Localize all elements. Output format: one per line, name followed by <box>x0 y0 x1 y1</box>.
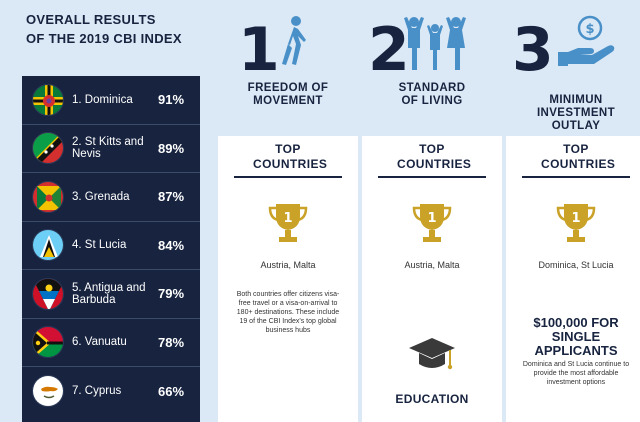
card-title: TOP COUNTRIES <box>541 142 616 171</box>
country-score: 66% <box>158 383 185 399</box>
pillar-number: 3 <box>512 15 554 85</box>
pillar-number: 2 <box>368 15 410 85</box>
svg-text:1: 1 <box>571 211 580 226</box>
pillar-minimum-investment: 3 $ MINIMUN INVESTMENT OUTLAY TOP COUNTR… <box>506 0 640 422</box>
country-score: 89% <box>158 140 185 156</box>
top-countries-text: Dominica, St Lucia <box>538 260 614 270</box>
top-countries-text: Austria, Malta <box>404 260 460 270</box>
description-text: Dominica and St Lucia continue to provid… <box>522 361 630 386</box>
pillar-heading: STANDARD OF LIVING <box>398 82 466 107</box>
card-title: TOP COUNTRIES <box>397 142 472 171</box>
antigua-flag-icon <box>32 277 64 310</box>
walking-person-icon <box>274 14 314 75</box>
pillar-freedom-of-movement: 1 FREEDOM OF MOVEMENT TOP COUNTRIES 1 Au… <box>218 0 358 422</box>
money-hand-icon: $ <box>556 14 616 75</box>
svg-text:1: 1 <box>427 211 436 226</box>
country-name: 1. Dominica <box>72 93 133 106</box>
graduation-cap-icon <box>409 336 455 381</box>
country-name: 5. Antigua and Barbuda <box>72 281 146 306</box>
country-score: 78% <box>158 334 185 350</box>
pillar-heading: FREEDOM OF MOVEMENT <box>247 82 329 107</box>
country-name: 2. St Kitts and Nevis <box>72 136 144 161</box>
divider <box>522 176 630 178</box>
country-name: 6. Vanuatu <box>72 336 127 349</box>
country-name: 3. Grenada <box>72 190 130 203</box>
description-text: Both countries offer citizens visa-free … <box>236 291 340 334</box>
country-score: 87% <box>158 189 185 205</box>
ranking-row: 6. Vanuatu 78% <box>22 319 200 367</box>
pillar-standard-of-living: 2 STANDARD OF LIVING TOP COUNTRIES 1 Aus… <box>362 0 502 422</box>
country-score: 91% <box>158 92 185 108</box>
st-kitts-flag-icon <box>32 132 64 165</box>
country-name: 4. St Lucia <box>72 239 127 252</box>
country-score: 84% <box>158 237 185 253</box>
cyprus-flag-icon <box>32 375 64 408</box>
pillar-heading: MINIMUN INVESTMENT OUTLAY <box>536 94 616 132</box>
svg-text:$: $ <box>585 22 594 37</box>
ranking-row: 4. St Lucia 84% <box>22 222 200 270</box>
ranking-row: 2. St Kitts and Nevis 89% <box>22 125 200 173</box>
ranking-row: 7. Cyprus 66% <box>22 367 200 416</box>
top-countries-card: TOP COUNTRIES 1 Austria, Malta EDUCATION <box>362 136 502 422</box>
top-countries-card: TOP COUNTRIES 1 Dominica, St Lucia $100,… <box>506 136 640 422</box>
country-name: 7. Cyprus <box>72 385 122 398</box>
svg-text:1: 1 <box>283 211 292 226</box>
ranking-row: 3. Grenada 87% <box>22 173 200 222</box>
family-icon <box>402 14 468 77</box>
investment-amount: $100,000 FOR SINGLE APPLICANTS <box>533 315 619 358</box>
trophy-icon: 1 <box>556 202 596 251</box>
ranking-row: 1. Dominica 91% <box>22 76 200 125</box>
trophy-icon: 1 <box>268 202 308 251</box>
page-title: OVERALL RESULTS OF THE 2019 CBI INDEX <box>26 12 182 46</box>
top-countries-text: Austria, Malta <box>260 260 316 270</box>
vanuatu-flag-icon <box>32 326 64 359</box>
st-lucia-flag-icon <box>32 229 64 262</box>
divider <box>234 176 342 178</box>
pillar-number: 1 <box>238 15 280 85</box>
ranking-row: 5. Antigua and Barbuda 79% <box>22 270 200 319</box>
grenada-flag-icon <box>32 180 64 213</box>
divider <box>378 176 486 178</box>
country-score: 79% <box>158 286 185 302</box>
dominica-flag-icon <box>32 83 64 116</box>
card-title: TOP COUNTRIES <box>253 142 328 171</box>
education-label: EDUCATION <box>395 392 469 406</box>
top-countries-card: TOP COUNTRIES 1 Austria, Malta Both coun… <box>218 136 358 422</box>
trophy-icon: 1 <box>412 202 452 251</box>
rankings-panel: 1. Dominica 91% 2. St Kitts and Nevis 89… <box>22 76 200 422</box>
